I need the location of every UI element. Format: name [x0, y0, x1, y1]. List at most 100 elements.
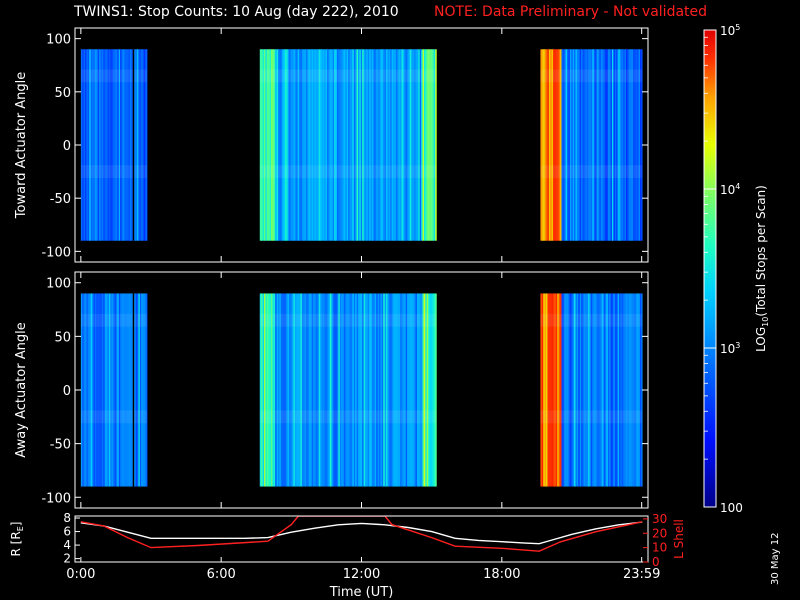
heat-column [141, 49, 143, 241]
angle-band [259, 165, 437, 178]
heat-column [430, 293, 433, 487]
heat-column [114, 293, 117, 487]
heat-column [113, 293, 115, 487]
heat-column [283, 49, 286, 241]
heat-column [551, 49, 554, 241]
heat-column [618, 293, 621, 487]
heat-column [136, 49, 139, 241]
heat-column [282, 49, 285, 241]
heat-column [300, 49, 303, 241]
heat-column [115, 293, 118, 487]
heat-column [383, 293, 386, 487]
heat-column [388, 49, 391, 241]
heat-column [282, 293, 285, 487]
heat-column [356, 49, 359, 241]
heat-column [275, 49, 278, 241]
heat-column [294, 293, 297, 487]
heat-column [555, 293, 558, 487]
heat-column [567, 49, 569, 241]
heat-column [332, 293, 335, 487]
heat-column [374, 293, 377, 487]
heat-column [304, 49, 307, 241]
heat-column [362, 49, 365, 241]
heat-column [103, 293, 106, 487]
heat-column [369, 293, 372, 487]
heat-column [90, 293, 93, 487]
heat-column [99, 49, 101, 241]
heat-column [118, 293, 121, 487]
y-axis-label: R [RE] [9, 522, 25, 557]
heat-column [626, 293, 628, 487]
heat-column [290, 49, 293, 241]
heat-column [613, 293, 616, 487]
heat-column [324, 49, 327, 241]
heat-column [590, 293, 593, 487]
heat-column [631, 49, 634, 241]
heat-column [381, 49, 384, 241]
heat-column [343, 293, 346, 487]
heat-column [299, 49, 301, 241]
heat-column [402, 293, 405, 487]
heat-column [595, 49, 597, 241]
heat-column [627, 49, 630, 241]
heat-column [390, 293, 393, 487]
heat-column [83, 49, 86, 241]
heat-column [120, 293, 122, 487]
heat-column [352, 293, 355, 487]
angle-band [80, 165, 148, 178]
heat-column [428, 49, 430, 241]
heat-column [393, 49, 395, 241]
heat-column [336, 49, 339, 241]
heat-column [92, 293, 94, 487]
heat-column [127, 293, 129, 487]
heat-column [585, 49, 588, 241]
heat-column [623, 293, 626, 487]
heat-column [143, 49, 146, 241]
heat-column [360, 49, 363, 241]
heat-column [600, 293, 603, 487]
heat-column [429, 293, 432, 487]
heat-column [318, 49, 321, 241]
heat-column [317, 49, 320, 241]
heat-column [366, 293, 369, 487]
heat-column [303, 293, 306, 487]
angle-band [540, 69, 643, 83]
heat-column [335, 293, 338, 487]
heat-column [113, 49, 115, 241]
heat-column [599, 293, 602, 487]
heat-column [263, 293, 266, 487]
heat-column [80, 293, 83, 487]
heat-column [356, 293, 359, 487]
heat-column [89, 293, 92, 487]
heat-column [145, 293, 148, 487]
heat-column [409, 293, 412, 487]
heat-column [596, 49, 599, 241]
heat-column [576, 49, 579, 241]
heat-column [426, 293, 429, 487]
heat-column [276, 49, 279, 241]
heat-column [610, 293, 613, 487]
heat-column [125, 49, 128, 241]
heat-column [127, 49, 129, 241]
heat-column [94, 293, 97, 487]
heat-column [269, 293, 272, 487]
heat-column [419, 49, 422, 241]
heat-column [616, 293, 618, 487]
heat-column [386, 49, 388, 241]
y-axis-label-right: L Shell [672, 519, 686, 559]
heat-column [122, 49, 125, 241]
y-tick-label: 100 [46, 33, 71, 48]
heat-column [376, 49, 379, 241]
heat-column [400, 49, 402, 241]
heat-column [315, 293, 318, 487]
heat-column [83, 293, 86, 487]
y-tick-label: 0 [63, 384, 71, 399]
heat-column [370, 293, 373, 487]
heat-column [627, 293, 630, 487]
heat-column [380, 293, 383, 487]
heat-column [307, 49, 310, 241]
data-segment [80, 293, 148, 487]
heat-column [297, 49, 300, 241]
heat-column [104, 293, 107, 487]
heat-column [610, 49, 613, 241]
